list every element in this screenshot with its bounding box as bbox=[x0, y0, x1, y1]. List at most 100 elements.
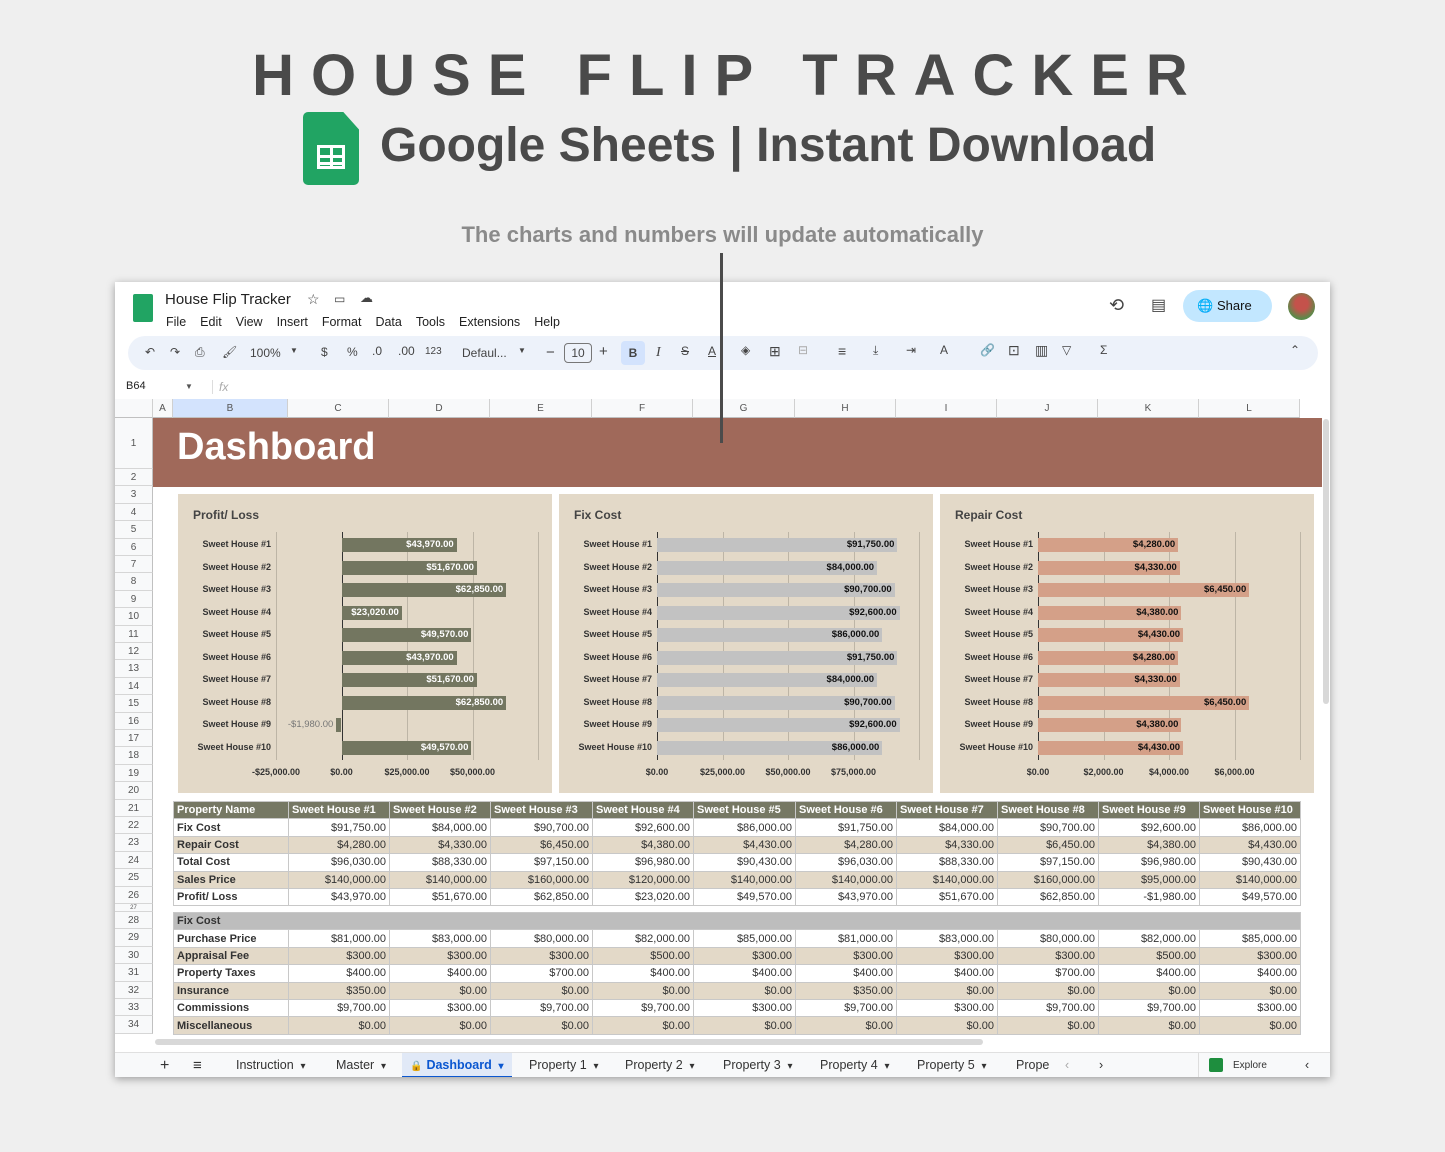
table-cell[interactable]: $80,000.00 bbox=[490, 929, 593, 948]
table-cell[interactable]: $90,700.00 bbox=[997, 818, 1099, 837]
menu-edit[interactable]: Edit bbox=[200, 315, 222, 329]
table-cell[interactable]: $300.00 bbox=[1199, 998, 1301, 1018]
bold-button[interactable]: B bbox=[621, 341, 645, 365]
table-cell[interactable]: $300.00 bbox=[795, 946, 897, 966]
column-header-F[interactable]: F bbox=[592, 399, 693, 418]
table-cell[interactable]: $0.00 bbox=[1199, 981, 1301, 1000]
bar[interactable] bbox=[341, 673, 477, 687]
comments-icon[interactable]: ▤ bbox=[1151, 297, 1167, 314]
table-cell[interactable]: $4,430.00 bbox=[1199, 835, 1301, 855]
table-cell[interactable]: $300.00 bbox=[389, 946, 491, 966]
column-header-B[interactable]: B bbox=[173, 399, 288, 418]
table-cell[interactable]: $0.00 bbox=[997, 1016, 1099, 1035]
section-title[interactable]: Fix Cost bbox=[173, 911, 1301, 931]
table-cell[interactable]: $9,700.00 bbox=[795, 998, 897, 1018]
number-format-button[interactable]: 123 bbox=[425, 346, 442, 357]
table-cell[interactable]: $6,450.00 bbox=[997, 835, 1099, 855]
column-header-cell[interactable]: Sweet House #2 bbox=[389, 800, 491, 820]
table-cell[interactable]: $81,000.00 bbox=[795, 929, 897, 948]
row-label-cell[interactable]: Total Cost bbox=[173, 853, 289, 872]
table-cell[interactable]: $140,000.00 bbox=[1199, 870, 1301, 889]
table-cell[interactable]: $86,000.00 bbox=[1199, 818, 1301, 837]
horizontal-align-icon[interactable]: ≡ bbox=[838, 343, 847, 359]
table-cell[interactable]: $0.00 bbox=[896, 981, 998, 1000]
fill-color-icon[interactable]: ◈ bbox=[741, 343, 751, 357]
star-icon[interactable]: ☆ bbox=[307, 291, 320, 307]
column-header-G[interactable]: G bbox=[693, 399, 795, 418]
link-icon[interactable]: 🔗 bbox=[980, 343, 995, 357]
bar[interactable] bbox=[657, 538, 898, 552]
table-cell[interactable]: $300.00 bbox=[896, 998, 998, 1018]
table-cell[interactable]: $0.00 bbox=[389, 981, 491, 1000]
row-label-cell[interactable]: Fix Cost bbox=[173, 818, 289, 837]
table-cell[interactable]: $0.00 bbox=[1098, 1016, 1200, 1035]
row-header-22[interactable]: 22 bbox=[115, 817, 153, 835]
table-cell[interactable]: $350.00 bbox=[288, 981, 390, 1000]
sheet-tab-dashboard[interactable]: 🔒 Dashboard ▾ bbox=[402, 1053, 512, 1077]
row-header-23[interactable]: 23 bbox=[115, 834, 153, 852]
row-label-cell[interactable]: Property Taxes bbox=[173, 964, 289, 983]
table-cell[interactable]: $4,330.00 bbox=[389, 835, 491, 855]
font-size-increase[interactable]: + bbox=[599, 343, 608, 360]
strikethrough-icon[interactable]: S bbox=[681, 344, 690, 358]
bar[interactable] bbox=[1038, 695, 1250, 710]
row-header-11[interactable]: 11 bbox=[115, 625, 153, 643]
table-cell[interactable]: $96,030.00 bbox=[795, 853, 897, 872]
table-cell[interactable]: $81,000.00 bbox=[288, 929, 390, 948]
row-header-18[interactable]: 18 bbox=[115, 747, 153, 765]
column-header-I[interactable]: I bbox=[896, 399, 997, 418]
table-cell[interactable]: $300.00 bbox=[1199, 946, 1301, 966]
table-cell[interactable]: $300.00 bbox=[490, 946, 593, 966]
percent-button[interactable]: % bbox=[347, 345, 358, 359]
sheet-tab-property-1[interactable]: Property 1 ▾ bbox=[529, 1053, 598, 1077]
chart-profit-loss[interactable]: Profit/ Loss -$25,000.00 $0.00 $25,000.00 $5… bbox=[178, 494, 552, 793]
row-header-31[interactable]: 31 bbox=[115, 964, 153, 982]
decrease-decimal-button[interactable]: .0 bbox=[372, 344, 383, 358]
bar[interactable] bbox=[657, 560, 878, 575]
scroll-tabs-left-icon[interactable]: ‹ bbox=[1065, 1058, 1070, 1072]
bar[interactable] bbox=[657, 650, 898, 665]
table-cell[interactable]: $400.00 bbox=[288, 964, 390, 983]
side-panel-toggle-icon[interactable]: ‹ bbox=[1305, 1058, 1310, 1072]
bar[interactable] bbox=[657, 673, 878, 687]
row-header-30[interactable]: 30 bbox=[115, 946, 153, 965]
column-header-A[interactable]: A bbox=[153, 399, 173, 418]
table-cell[interactable]: $400.00 bbox=[1098, 964, 1200, 983]
scroll-tabs-right-icon[interactable]: › bbox=[1099, 1058, 1104, 1072]
sheet-tab-property-4[interactable]: Property 4 ▾ bbox=[820, 1053, 889, 1077]
bar[interactable] bbox=[657, 628, 883, 642]
table-cell[interactable]: $0.00 bbox=[896, 1016, 998, 1035]
table-cell[interactable]: $86,000.00 bbox=[693, 818, 796, 837]
table-cell[interactable]: $84,000.00 bbox=[389, 818, 491, 837]
row-label-cell[interactable]: Repair Cost bbox=[173, 835, 289, 855]
row-header-13[interactable]: 13 bbox=[115, 660, 153, 678]
table-cell[interactable]: $0.00 bbox=[592, 1016, 694, 1035]
row-header-5[interactable]: 5 bbox=[115, 521, 153, 539]
table-cell[interactable]: $400.00 bbox=[693, 964, 796, 983]
row-header-10[interactable]: 10 bbox=[115, 608, 153, 626]
font-select[interactable]: Defaul... bbox=[462, 346, 507, 360]
table-cell[interactable]: $0.00 bbox=[795, 1016, 897, 1035]
row-label-cell[interactable]: Commissions bbox=[173, 998, 289, 1018]
table-cell[interactable]: $9,700.00 bbox=[997, 998, 1099, 1018]
currency-button[interactable]: $ bbox=[321, 345, 328, 359]
table-cell[interactable]: $400.00 bbox=[389, 964, 491, 983]
row-header-7[interactable]: 7 bbox=[115, 556, 153, 574]
row-header-2[interactable]: 2 bbox=[115, 469, 153, 487]
print-icon[interactable]: ⎙ bbox=[195, 345, 205, 359]
table-cell[interactable]: $400.00 bbox=[896, 964, 998, 983]
comment-icon[interactable]: ⊡ bbox=[1008, 342, 1020, 358]
vertical-scrollbar[interactable] bbox=[1323, 419, 1329, 704]
column-header-cell[interactable]: Sweet House #9 bbox=[1098, 800, 1200, 820]
table-cell[interactable]: $82,000.00 bbox=[592, 929, 694, 948]
table-cell[interactable]: $96,980.00 bbox=[1098, 853, 1200, 872]
table-cell[interactable]: $97,150.00 bbox=[490, 853, 593, 872]
text-wrap-icon[interactable]: ⇥ bbox=[906, 343, 917, 357]
move-folder-icon[interactable]: ▭ bbox=[334, 292, 346, 306]
menu-view[interactable]: View bbox=[235, 315, 263, 329]
table-cell[interactable]: $0.00 bbox=[1098, 981, 1200, 1000]
column-header-H[interactable]: H bbox=[795, 399, 896, 418]
table-cell[interactable]: $400.00 bbox=[592, 964, 694, 983]
row-header-12[interactable]: 12 bbox=[115, 643, 153, 661]
table-cell[interactable]: $84,000.00 bbox=[896, 818, 998, 837]
